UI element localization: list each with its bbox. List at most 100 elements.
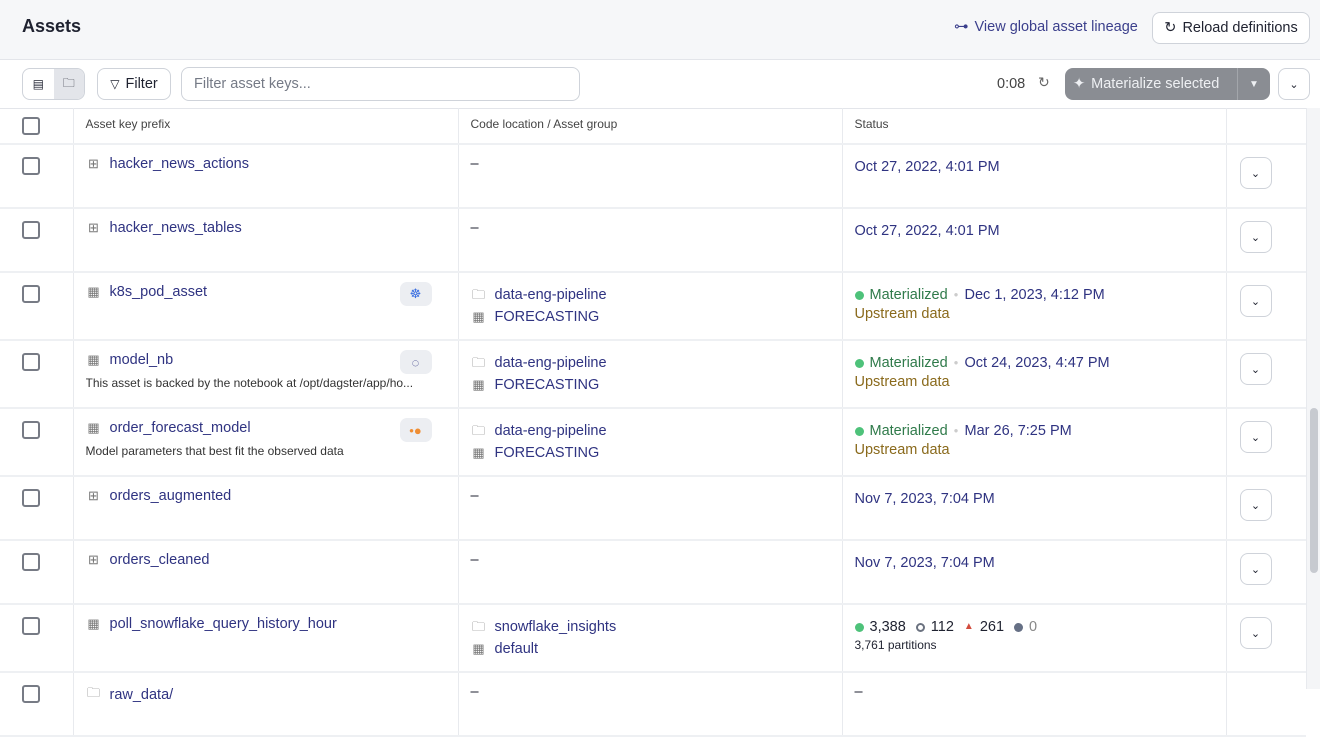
row-menu-button[interactable]: ⌄: [1239, 489, 1272, 521]
row-menu-button[interactable]: ⌄: [1239, 285, 1272, 317]
asset-name[interactable]: orders_cleaned: [109, 552, 210, 568]
asset-link[interactable]: ⊞ orders_augmented: [86, 488, 446, 504]
asset-name[interactable]: hacker_news_tables: [109, 220, 242, 236]
reload-label: Reload definitions: [1182, 20, 1298, 36]
select-all-checkbox[interactable]: [22, 117, 40, 135]
asset-group: FORECASTING: [494, 445, 600, 461]
asset-group-link[interactable]: ▦ default: [471, 638, 830, 660]
list-view-icon[interactable]: ▤: [32, 77, 44, 91]
table-row: ⊞ hacker_news_tables – Oct 27, 2022, 4:01 P…: [0, 208, 1306, 273]
asset-name[interactable]: k8s_pod_asset: [109, 284, 208, 300]
folder-icon: 🗀: [86, 685, 100, 700]
search-input[interactable]: [181, 67, 580, 101]
code-location-cell: –: [458, 540, 843, 605]
row-checkbox[interactable]: [22, 421, 40, 439]
asset-name-cell: ⊞ hacker_news_actions: [73, 144, 459, 209]
asset-name-cell: ▦ model_nb ◌ This asset is backed by the no…: [73, 340, 459, 409]
materialization-date-link[interactable]: Nov 7, 2023, 7:04 PM: [854, 555, 995, 571]
row-checkbox[interactable]: [22, 353, 40, 371]
source-asset-icon: ⊞: [88, 488, 99, 503]
materialize-label: Materialize selected: [1091, 76, 1220, 92]
dots-icon: •●: [399, 418, 432, 442]
table-icon: ▦: [87, 352, 100, 367]
view-toggle: ▤ 🗀: [22, 68, 85, 100]
materialization-date-link[interactable]: Oct 27, 2022, 4:01 PM: [854, 159, 1000, 175]
row-checkbox[interactable]: [22, 553, 40, 571]
asset-name[interactable]: model_nb: [109, 352, 174, 368]
refresh-icon: ↻: [1164, 20, 1177, 36]
asset-link[interactable]: ⊞ hacker_news_actions: [86, 156, 446, 172]
row-checkbox[interactable]: [22, 285, 40, 303]
asset-link[interactable]: 🗀 raw_data/: [86, 684, 446, 706]
source-asset-icon: ⊞: [88, 156, 99, 171]
asset-name[interactable]: orders_augmented: [109, 488, 232, 504]
status-line: Materialized ● Dec 1, 2023, 4:12 PM: [854, 284, 1214, 306]
asset-link[interactable]: ⊞ hacker_news_tables: [86, 220, 446, 236]
code-location-link[interactable]: 🗀 data-eng-pipeline: [471, 352, 830, 374]
source-asset-icon: ⊞: [88, 220, 99, 235]
code-location: data-eng-pipeline: [494, 287, 607, 303]
table-row: ⊞ hacker_news_actions – Oct 27, 2022, 4:01 …: [0, 144, 1306, 209]
row-checkbox[interactable]: [22, 617, 40, 635]
asset-group-link[interactable]: ▦ FORECASTING: [471, 306, 830, 328]
materialization-date-link[interactable]: Mar 26, 7:25 PM: [964, 423, 1072, 439]
row-menu-button[interactable]: ⌄: [1239, 221, 1272, 253]
materialized-count: 3,388: [869, 619, 906, 635]
row-checkbox[interactable]: [22, 157, 40, 175]
row-menu-button[interactable]: ⌄: [1239, 617, 1272, 649]
folder-icon: 🗀: [471, 355, 485, 370]
asset-link[interactable]: ▦ k8s_pod_asset ☸: [86, 282, 446, 306]
row-checkbox[interactable]: [22, 221, 40, 239]
materialization-date-link[interactable]: Oct 27, 2022, 4:01 PM: [854, 223, 1000, 239]
actions-cell: ⌄: [1226, 540, 1306, 605]
upstream-status: Upstream data: [854, 442, 950, 458]
table-icon: ▦: [87, 420, 100, 435]
materialization-date-link[interactable]: Oct 24, 2023, 4:47 PM: [964, 355, 1110, 371]
view-lineage-link[interactable]: ⊶ View global asset lineage: [954, 19, 1138, 35]
asset-link[interactable]: ▦ model_nb ◌: [86, 350, 446, 374]
filter-button[interactable]: ▽ Filter: [97, 68, 171, 100]
row-menu-button[interactable]: ⌄: [1239, 353, 1272, 385]
asset-name-cell: ⊞ hacker_news_tables: [73, 208, 459, 273]
code-location: –: [470, 552, 479, 568]
code-location: –: [470, 488, 479, 504]
status-cell: Materialized ● Mar 26, 7:25 PM Upstream dat…: [842, 408, 1227, 477]
asset-link[interactable]: ▦ poll_snowflake_query_history_hour: [86, 616, 446, 632]
row-menu-button[interactable]: ⌄: [1239, 553, 1272, 585]
asset-name-cell: ⊞ orders_cleaned: [73, 540, 459, 605]
row-checkbox[interactable]: [22, 489, 40, 507]
asset-name[interactable]: raw_data/: [109, 687, 174, 703]
code-location-link[interactable]: 🗀 data-eng-pipeline: [471, 284, 830, 306]
scrollbar[interactable]: [1306, 108, 1320, 689]
status-line: Materialized ● Oct 24, 2023, 4:47 PM: [854, 352, 1214, 374]
folder-view-icon[interactable]: 🗀: [53, 69, 84, 99]
materialization-date-link[interactable]: Nov 7, 2023, 7:04 PM: [854, 491, 995, 507]
more-options-button[interactable]: ⌄: [1278, 68, 1310, 100]
row-menu-button[interactable]: ⌄: [1239, 421, 1272, 453]
materialization-date-link[interactable]: Dec 1, 2023, 4:12 PM: [964, 287, 1105, 303]
status-line: Materialized ● Mar 26, 7:25 PM: [854, 420, 1214, 442]
row-checkbox[interactable]: [22, 685, 40, 703]
separator-dot-icon: ●: [953, 358, 959, 367]
asset-link[interactable]: ⊞ orders_cleaned: [86, 552, 446, 568]
materialize-selected-button[interactable]: ✦ Materialize selected ▼: [1065, 68, 1270, 100]
row-menu-button[interactable]: ⌄: [1239, 157, 1272, 189]
asset-link[interactable]: ▦ order_forecast_model •●: [86, 418, 446, 442]
asset-name[interactable]: order_forecast_model: [109, 420, 251, 436]
code-location-link[interactable]: 🗀 data-eng-pipeline: [471, 420, 830, 442]
asset-name[interactable]: poll_snowflake_query_history_hour: [109, 616, 337, 632]
status-cell: Materialized ● Dec 1, 2023, 4:12 PM Upstrea…: [842, 272, 1227, 341]
refresh-icon[interactable]: ↻: [1038, 74, 1050, 90]
asset-description: This asset is backed by the notebook at …: [85, 376, 414, 390]
code-location-link[interactable]: 🗀 snowflake_insights: [471, 616, 830, 638]
reload-definitions-button[interactable]: ↻ Reload definitions: [1152, 12, 1310, 44]
caret-down-icon[interactable]: ▼: [1249, 78, 1259, 90]
asset-group-link[interactable]: ▦ FORECASTING: [471, 374, 830, 396]
asset-group-link[interactable]: ▦ FORECASTING: [471, 442, 830, 464]
status-cell: Materialized ● Oct 24, 2023, 4:47 PM Upstre…: [842, 340, 1227, 409]
scrollbar-thumb[interactable]: [1310, 408, 1318, 573]
upstream-status: Upstream data: [854, 306, 950, 322]
upstream-status: Upstream data: [854, 374, 950, 390]
asset-description: Model parameters that best fit the obser…: [85, 444, 344, 458]
asset-name[interactable]: hacker_news_actions: [109, 156, 249, 172]
